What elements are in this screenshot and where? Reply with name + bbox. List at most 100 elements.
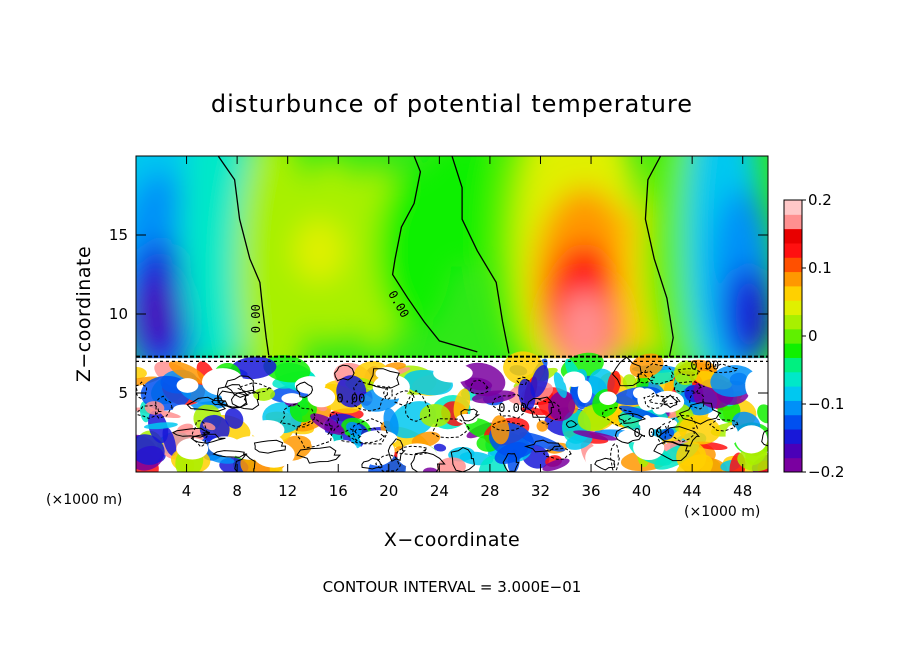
colorbar-swatch [784, 314, 802, 330]
x-tick-label: 12 [278, 482, 297, 500]
x-tick-label: 32 [531, 482, 550, 500]
lower-contour-line [237, 382, 272, 394]
lower-field-patch [383, 407, 399, 438]
lower-contour-line [594, 457, 616, 471]
lower-field-patch [745, 371, 764, 400]
colorbar-tick-label: 0.2 [808, 191, 832, 209]
lower-field-patch [176, 438, 209, 460]
lower-field-patch [136, 434, 165, 465]
lower-contour-line [617, 412, 646, 424]
contour-lines [136, 156, 768, 472]
lower-field-patch [660, 428, 675, 441]
y-tick-label: 10 [109, 305, 128, 323]
contour-label: 0.00 [690, 358, 719, 372]
lower-contour-line [673, 381, 705, 393]
x-tick-label: 20 [379, 482, 398, 500]
colorbar-swatch [784, 300, 802, 316]
lower-contour-line [352, 418, 389, 445]
lower-field-patch [607, 370, 621, 397]
lower-field-patch [629, 353, 664, 379]
colorbar-swatch [784, 400, 802, 416]
zero-contour-line [391, 156, 478, 353]
lower-contour-line [327, 411, 340, 432]
lower-contour-line [601, 406, 635, 427]
lower-field-patch [563, 371, 586, 387]
lower-contour-line [334, 364, 355, 382]
colorbar-tick-label: 0.1 [808, 259, 832, 277]
lower-field-patch [530, 364, 549, 398]
lower-contour-line [279, 403, 316, 428]
lower-field-patch [542, 458, 570, 472]
lower-field-patch [201, 368, 244, 396]
upper-field [136, 156, 768, 409]
lower-contour-line [678, 402, 722, 425]
lower-contour-line [351, 380, 388, 412]
lower-contour-line [211, 397, 226, 406]
x-tick-label: 4 [182, 482, 192, 500]
lower-contour-line [450, 447, 475, 472]
x-unit-label-left: (×1000 m) [46, 492, 122, 508]
colorbar-swatch [784, 386, 802, 401]
x-tick-label: 36 [581, 482, 600, 500]
lower-contour-line [395, 445, 429, 456]
upper-field-patch [559, 290, 610, 370]
zero-contour-line [644, 156, 674, 357]
lower-field-patch [494, 442, 529, 465]
lower-field-patch [168, 361, 207, 384]
lower-contour-line [611, 356, 642, 387]
lower-field-patch [309, 457, 331, 471]
contour-label: 0.00 [249, 304, 263, 333]
colorbar-swatch [784, 200, 802, 215]
colorbar-swatch [784, 429, 802, 444]
lower-field-patch [433, 443, 447, 452]
lower-contour-line [635, 370, 656, 384]
lower-contour-line [383, 385, 393, 400]
lower-field-patch [573, 430, 618, 441]
lower-contour-line [361, 457, 383, 470]
lower-field-patch [735, 425, 768, 454]
x-axis-title: X−coordinate [384, 529, 520, 551]
lower-contour-line [543, 447, 572, 460]
lower-contour-line [491, 420, 525, 432]
lower-contour-line [565, 420, 579, 429]
lower-contour-line [656, 422, 667, 446]
lower-contour-line [253, 439, 287, 454]
lower-contour-line [761, 429, 768, 447]
colorbar-tick-label: 0 [808, 327, 818, 345]
lower-contour-line [653, 441, 690, 462]
lower-field-patch [261, 434, 285, 455]
lower-field-patch [224, 408, 244, 429]
zero-contour-line [451, 156, 510, 354]
lower-field-patch [136, 376, 160, 388]
lower-contour-line [689, 392, 705, 410]
colorbar: 0.2 0.1 0 −0.1 −0.2 [783, 191, 844, 481]
x-tick-label: 16 [329, 482, 348, 500]
lower-contour-line [524, 439, 561, 453]
colorbar-tick-label: −0.1 [808, 395, 844, 413]
lower-field-patch [326, 439, 358, 462]
colorbar-swatch [784, 328, 802, 344]
lower-field-patch [336, 375, 367, 408]
lower-contour-line [663, 394, 680, 409]
colorbar-swatch [784, 443, 802, 459]
lower-field-patch [585, 445, 613, 471]
contour-label: 0.00 [633, 426, 662, 440]
lower-contour-line [469, 379, 490, 395]
lower-field-patch [310, 413, 345, 435]
lower-field-patch [433, 363, 473, 383]
lower-field-patch [143, 422, 178, 430]
lower-field-patch [675, 454, 713, 472]
lower-field-patch [548, 390, 576, 421]
chart-title: disturbunce of potential temperature [211, 90, 693, 118]
lower-contour-line [704, 363, 740, 374]
lower-contour-line [491, 393, 525, 419]
lower-contour-line [410, 451, 446, 472]
lower-field-patch [652, 400, 668, 415]
lower-field-patch [250, 419, 285, 440]
contour-label: 0.00 [336, 391, 365, 405]
lower-field-patch [673, 360, 698, 386]
colorbar-tick-label: −0.2 [808, 463, 844, 481]
lower-field-patch [173, 404, 195, 415]
x-tick-label: 8 [232, 482, 242, 500]
contour-label: 0.00 [498, 401, 527, 415]
